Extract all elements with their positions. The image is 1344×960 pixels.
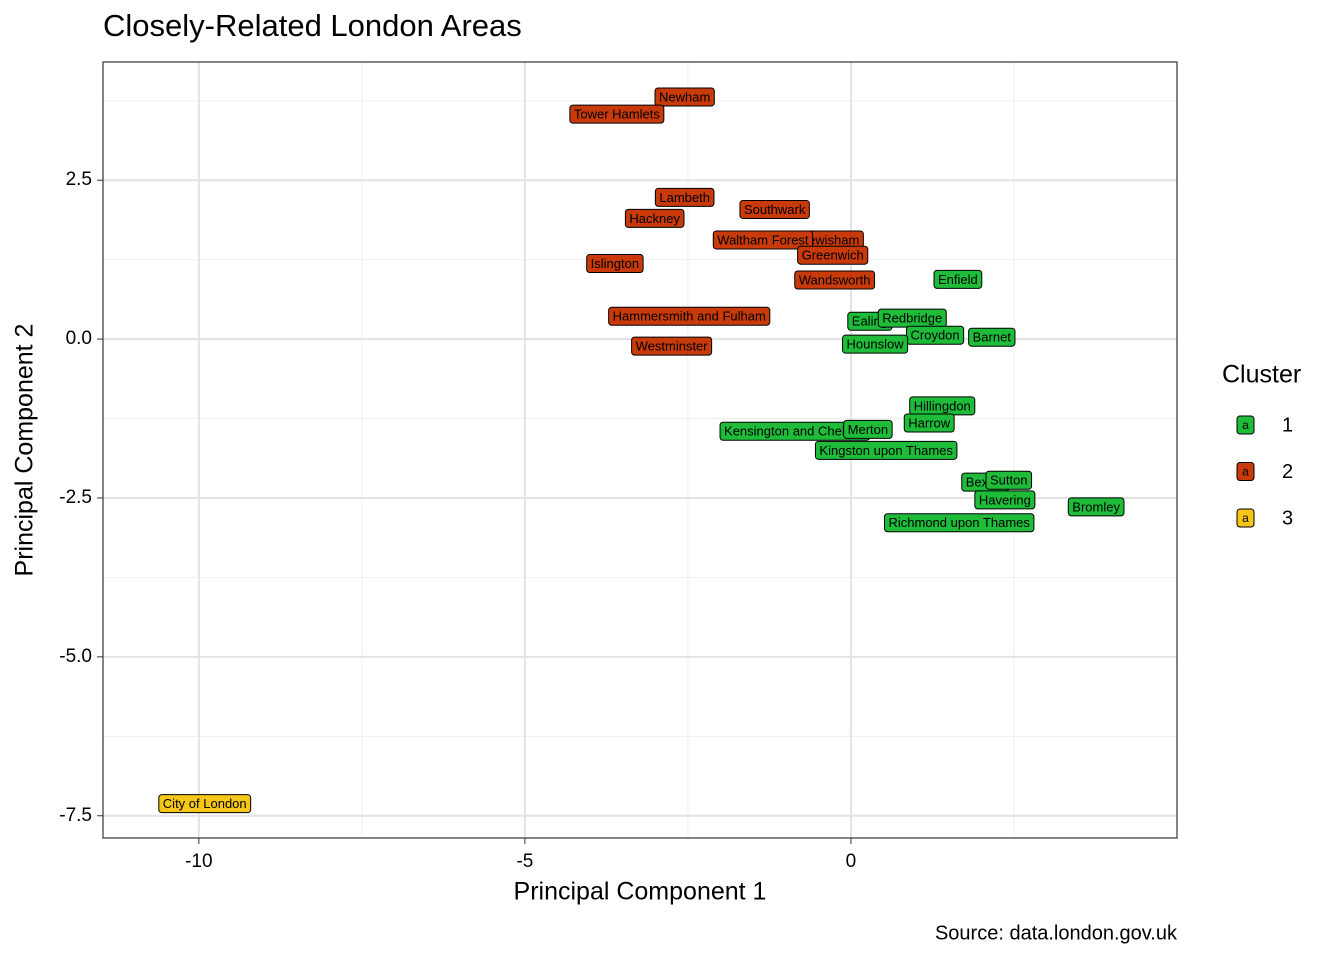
- point-label-box: [903, 413, 955, 433]
- point-label-text: Richmond upon Thames: [888, 515, 1030, 530]
- point-label-text: Waltham Forest: [717, 232, 809, 247]
- point-label-text: Greenwich: [802, 248, 864, 263]
- point-label-box: [624, 208, 685, 228]
- point-label-text: City of London: [163, 796, 247, 811]
- point-label-text: Hounslow: [847, 337, 905, 352]
- point-label-text: Barnet: [973, 330, 1012, 345]
- legend-label: 2: [1282, 461, 1293, 483]
- x-axis-title: Principal Component 1: [514, 878, 767, 906]
- legend-label: 1: [1282, 414, 1293, 436]
- x-tick-label: -5: [516, 851, 533, 872]
- point-label-text: Wandsworth: [799, 272, 871, 287]
- point-label-box: [814, 440, 958, 460]
- legend-key: [1236, 415, 1255, 435]
- point-label-text: Enfield: [938, 272, 978, 287]
- y-tick-label: 0.0: [66, 328, 92, 349]
- point-label-text: Tower Hamlets: [574, 107, 660, 122]
- point-label-box: [712, 230, 814, 250]
- point-label-box: [974, 490, 1036, 510]
- point-label-text: Sutton: [990, 473, 1028, 488]
- legend-key-text: a: [1242, 465, 1249, 479]
- point-label-box: [1067, 497, 1125, 517]
- point-label-box: [883, 513, 1035, 533]
- point-label-box: [586, 253, 644, 273]
- point-label-box: [843, 419, 893, 439]
- point-label-text: Kensington and Chelsea: [724, 424, 866, 439]
- point-label-text: Hackney: [629, 211, 680, 226]
- point-label-text: Havering: [979, 492, 1031, 507]
- caption: Source: data.london.gov.uk: [935, 922, 1178, 944]
- point-label-text: Croydon: [911, 328, 960, 343]
- plot-border: [102, 61, 1178, 839]
- point-label-box: [158, 794, 252, 814]
- point-label-box: [794, 270, 876, 290]
- point-label-text: Harrow: [908, 415, 951, 430]
- legend-key-text: a: [1242, 511, 1249, 525]
- point-label-box: [842, 334, 909, 354]
- point-label-text: Islington: [591, 256, 639, 271]
- point-label-text: Newham: [659, 89, 710, 104]
- point-label-text: Merton: [848, 422, 888, 437]
- point-label-box: [968, 327, 1016, 347]
- point-label-text: Hammersmith and Fulham: [613, 309, 766, 324]
- point-label-text: Southwark: [744, 202, 806, 217]
- point-label-box: [933, 269, 983, 289]
- legend-title: Cluster: [1222, 361, 1301, 389]
- legend-key-text: a: [1242, 418, 1249, 432]
- y-axis-title: Principal Component 2: [11, 324, 39, 577]
- x-tick-label: -10: [185, 851, 212, 872]
- point-label-text: Hillingdon: [914, 398, 971, 413]
- x-tick-label: 0: [846, 851, 857, 872]
- chart-title: Closely-Related London Areas: [103, 8, 522, 43]
- point-label-box: [797, 245, 869, 265]
- y-tick-label: -2.5: [59, 487, 92, 508]
- point-label-text: Lewisham: [801, 232, 860, 247]
- y-tick-label: 2.5: [66, 169, 92, 190]
- point-label-box: [654, 87, 715, 107]
- point-label-text: Lambeth: [659, 190, 710, 205]
- point-label-text: Kingston upon Thames: [819, 443, 953, 458]
- point-label-text: Redbridge: [882, 311, 942, 326]
- point-label-box: [631, 336, 713, 356]
- legend-key: [1236, 508, 1255, 528]
- point-label-text: Bromley: [1072, 499, 1120, 514]
- y-tick-label: -5.0: [59, 646, 92, 667]
- y-tick-label: -7.5: [59, 805, 92, 826]
- point-label-box: [985, 470, 1033, 490]
- legend-key: [1236, 462, 1255, 481]
- point-label-box: [608, 306, 771, 326]
- point-label-text: Westminster: [636, 339, 709, 354]
- point-label-box: [654, 187, 715, 207]
- point-label-box: [739, 199, 810, 219]
- legend-label: 3: [1282, 507, 1293, 529]
- point-label-box: [569, 104, 665, 124]
